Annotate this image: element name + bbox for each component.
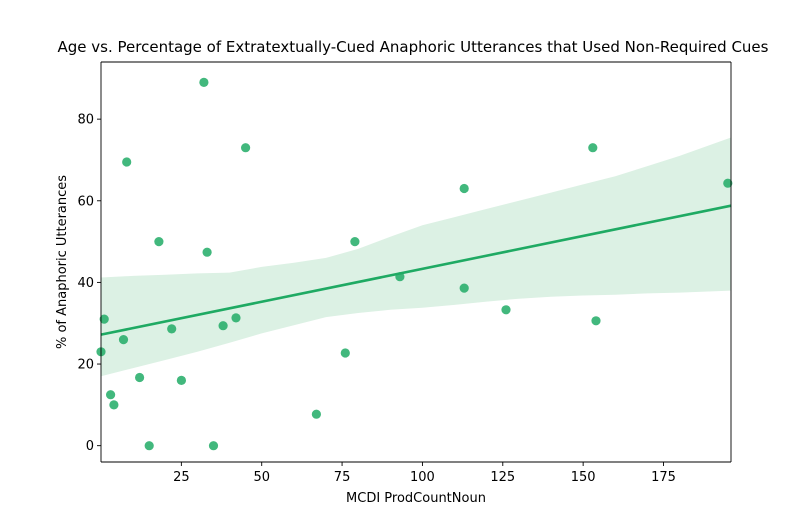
regression-line <box>100 204 732 336</box>
data-point-14 <box>218 321 228 331</box>
y-tick-label-20: 20 <box>77 358 94 373</box>
data-point-15 <box>231 313 241 323</box>
data-point-5 <box>122 157 132 167</box>
data-point-8 <box>154 237 164 247</box>
data-point-13 <box>208 441 219 451</box>
data-point-26 <box>723 178 733 188</box>
data-point-6 <box>135 372 145 383</box>
data-point-22 <box>459 283 469 293</box>
y-tick-label-40: 40 <box>77 276 94 291</box>
data-point-1 <box>99 314 109 324</box>
data-point-3 <box>109 400 119 410</box>
x-tick-label-175: 175 <box>651 470 676 485</box>
x-tick-label-100: 100 <box>410 470 435 485</box>
chart-title: Age vs. Percentage of Extratextually-Cue… <box>58 38 769 56</box>
data-point-23 <box>501 305 511 315</box>
x-tick-label-50: 50 <box>253 470 270 485</box>
data-point-17 <box>311 409 321 419</box>
data-point-21 <box>459 183 469 194</box>
y-tick-label-60: 60 <box>77 194 94 209</box>
data-point-25 <box>591 316 601 326</box>
data-points-layer <box>96 77 733 451</box>
data-point-12 <box>202 247 212 257</box>
data-point-2 <box>106 390 116 400</box>
confidence-band <box>101 137 731 377</box>
x-tick-label-75: 75 <box>334 470 351 485</box>
ticks-layer: 25 50 75 100 125 150 175 0 20 40 60 80 <box>77 113 675 485</box>
data-point-16 <box>241 143 251 153</box>
regression-line-layer <box>100 204 732 336</box>
confidence-band-layer <box>101 137 731 377</box>
data-point-4 <box>118 335 129 345</box>
x-tick-label-125: 125 <box>490 470 515 485</box>
x-axis-label: MCDI ProdCountNoun <box>346 491 486 506</box>
x-tick-label-150: 150 <box>571 470 596 485</box>
data-point-19 <box>350 237 360 247</box>
data-point-24 <box>588 143 598 153</box>
x-tick-label-25: 25 <box>173 470 190 485</box>
y-tick-label-0: 0 <box>86 439 94 454</box>
data-point-7 <box>144 441 154 451</box>
data-point-18 <box>340 348 350 358</box>
data-point-11 <box>199 77 209 87</box>
data-point-10 <box>176 375 186 385</box>
axes-layer <box>100 61 732 463</box>
data-point-9 <box>167 324 177 334</box>
y-axis-label: % of Anaphoric Utterances <box>55 175 70 349</box>
y-tick-label-80: 80 <box>77 113 94 128</box>
